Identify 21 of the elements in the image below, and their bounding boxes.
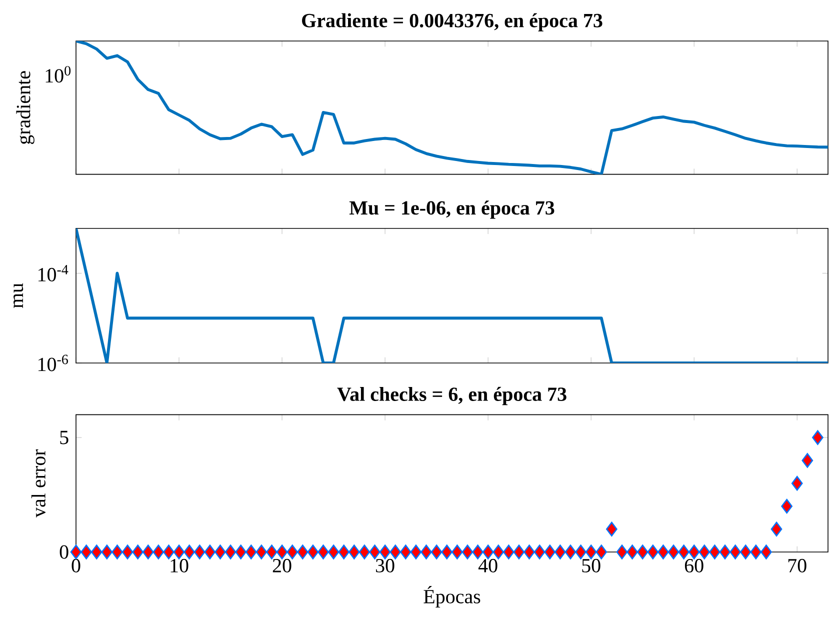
x-tick-label: 70	[788, 558, 806, 572]
x-tick-label: 30	[376, 558, 394, 572]
x-tick-label: 10	[170, 558, 188, 572]
y-tick-label: 10$^{-4}$	[38, 265, 68, 282]
y-tick-label: 5	[60, 430, 68, 444]
line-series	[76, 228, 828, 363]
chart-title: Gradiente = 0.0043376, en época 73	[302, 13, 602, 32]
y-tick-label: 0	[60, 545, 68, 559]
x-tick-label: 60	[684, 558, 704, 572]
x-tick-label: 0	[72, 558, 80, 572]
text: 10$^{0}$	[46, 66, 71, 83]
y-axis-title: val error	[31, 449, 46, 518]
chart-title: Mu = 1e-06, en época 73	[349, 200, 554, 219]
chart-title: Val checks = 6, en época 73	[337, 386, 566, 406]
y-axis-title: gradiente	[16, 71, 34, 144]
y-tick-label: 10$^{-6}$	[38, 354, 68, 372]
x-tick-label: 20	[272, 558, 292, 572]
x-tick-label: 50	[582, 558, 600, 572]
x-tick-label: 40	[478, 558, 498, 572]
y-axis-title: mu	[14, 283, 24, 308]
x-axis-title: Épocas	[424, 586, 480, 608]
